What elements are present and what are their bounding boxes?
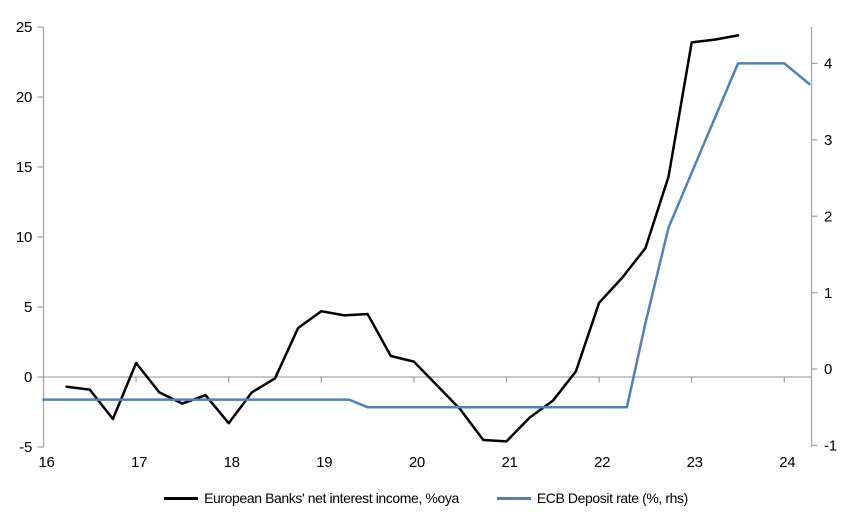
- legend: European Banks' net interest income, %oy…: [0, 490, 852, 506]
- x-axis-tick-label: 19: [316, 454, 332, 471]
- x-axis-tick-label: 16: [38, 454, 54, 471]
- x-axis-tick-label: 21: [501, 454, 517, 471]
- x-axis-tick-label: 23: [687, 454, 703, 471]
- right-axis-tick-label: 2: [824, 208, 832, 225]
- left-axis-tick-label: 0: [24, 369, 32, 386]
- right-axis-tick-label: 3: [824, 132, 832, 149]
- legend-swatch-ecb-line: [496, 496, 531, 500]
- right-axis-tick-label: 0: [824, 361, 832, 378]
- series-line-net-interest-income: [65, 34, 740, 443]
- x-axis-tick-label: 18: [224, 454, 240, 471]
- legend-label-ecb: ECB Deposit rate (%, rhs): [536, 490, 688, 506]
- left-axis-tick-label: 25: [16, 19, 32, 36]
- legend-item-ecb: ECB Deposit rate (%, rhs): [496, 490, 688, 506]
- left-axis-tick-label: 15: [16, 159, 32, 176]
- x-axis-tick-label: 22: [594, 454, 610, 471]
- left-axis-tick-label: -5: [19, 439, 32, 456]
- x-axis-tick-label: 17: [131, 454, 147, 471]
- right-axis-tick-label: -1: [824, 438, 837, 455]
- x-axis-tick-label: 24: [779, 454, 795, 471]
- left-axis-tick-label: 20: [16, 89, 32, 106]
- left-axis-tick-label: 5: [24, 299, 32, 316]
- legend-item-nii: European Banks' net interest income, %oy…: [164, 490, 459, 506]
- left-axis-tick-label: 10: [16, 229, 32, 246]
- series-line-ecb-deposit-rate: [42, 62, 811, 409]
- legend-label-nii: European Banks' net interest income, %oy…: [204, 490, 459, 506]
- right-axis-tick-label: 1: [824, 285, 832, 302]
- legend-swatch-nii-line: [164, 496, 199, 500]
- right-axis-tick-label: 4: [824, 56, 832, 73]
- x-axis-tick-label: 20: [409, 454, 425, 471]
